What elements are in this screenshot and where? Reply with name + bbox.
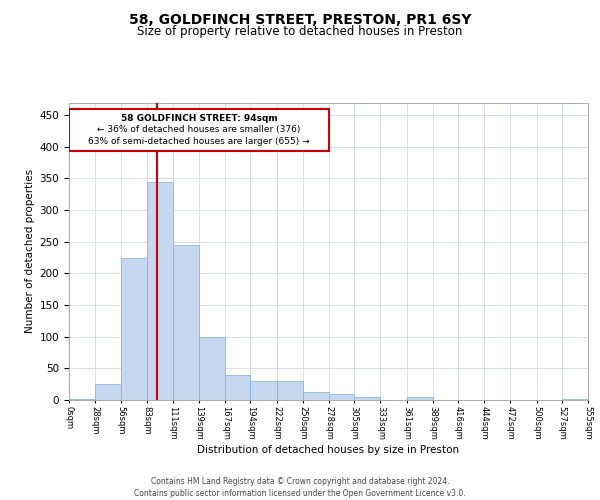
Bar: [225, 374, 250, 400]
Bar: [329, 394, 354, 400]
X-axis label: Distribution of detached houses by size in Preston: Distribution of detached houses by size …: [197, 445, 460, 455]
Bar: [303, 392, 329, 400]
Text: Contains HM Land Registry data © Crown copyright and database right 2024.
Contai: Contains HM Land Registry data © Crown c…: [134, 476, 466, 498]
Bar: [69, 398, 95, 400]
Bar: [250, 381, 277, 400]
Bar: [354, 397, 380, 400]
Bar: [173, 245, 199, 400]
Text: Size of property relative to detached houses in Preston: Size of property relative to detached ho…: [137, 25, 463, 38]
Text: 58 GOLDFINCH STREET: 94sqm: 58 GOLDFINCH STREET: 94sqm: [121, 114, 277, 122]
Bar: [407, 397, 433, 400]
Bar: [199, 336, 225, 400]
Text: 58, GOLDFINCH STREET, PRESTON, PR1 6SY: 58, GOLDFINCH STREET, PRESTON, PR1 6SY: [129, 12, 471, 26]
Bar: [121, 258, 146, 400]
FancyBboxPatch shape: [69, 109, 329, 151]
Bar: [562, 398, 588, 400]
Y-axis label: Number of detached properties: Number of detached properties: [25, 169, 35, 334]
Bar: [277, 381, 303, 400]
Bar: [95, 384, 121, 400]
Bar: [146, 182, 173, 400]
Text: 63% of semi-detached houses are larger (655) →: 63% of semi-detached houses are larger (…: [88, 136, 310, 145]
Text: ← 36% of detached houses are smaller (376): ← 36% of detached houses are smaller (37…: [97, 125, 301, 134]
